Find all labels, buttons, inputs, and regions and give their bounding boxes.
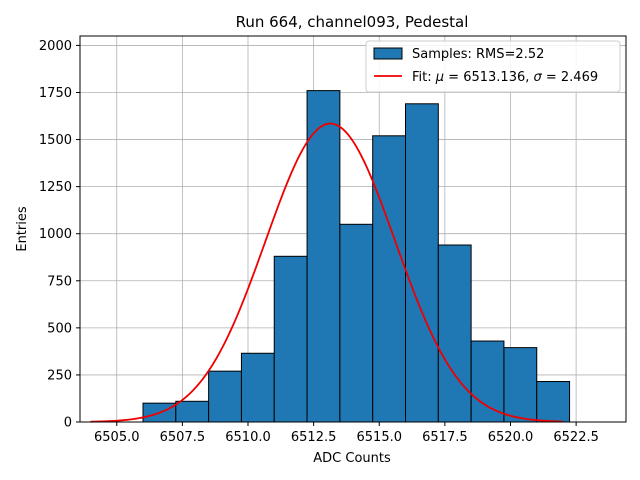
- x-axis-title: ADC Counts: [313, 451, 391, 466]
- histogram-bar-9: [437, 244, 472, 423]
- histogram-bar-1: [175, 400, 210, 423]
- plot-frame: [79, 35, 627, 423]
- fit-curve-group: [90, 122, 564, 423]
- histogram-bar-6: [339, 223, 374, 423]
- y-tick-label-7: 1750: [39, 86, 72, 101]
- legend-fit-prefix: Fit:: [412, 70, 436, 85]
- x-tick-label-4: 6515.0: [357, 430, 403, 445]
- chart-title: Run 664, channel093, Pedestal: [236, 13, 469, 31]
- legend: Samples: RMS=2.52 Fit: μ = 6513.136, σ =…: [365, 40, 621, 93]
- x-tick-label-1: 6507.5: [160, 430, 206, 445]
- histogram-bar-10: [470, 340, 505, 423]
- x-tick-label-0: 6505.0: [94, 430, 140, 445]
- histogram-bar-12: [536, 381, 571, 423]
- histogram-bar-2: [208, 370, 242, 423]
- y-axis: 0 250 500 750 1000 1250 1500 1750 2000: [39, 39, 80, 431]
- x-tick-label-3: 6512.5: [291, 430, 337, 445]
- x-tick-label-6: 6520.0: [488, 430, 534, 445]
- y-tick-label-1: 250: [47, 368, 72, 383]
- y-tick-label-4: 1000: [39, 227, 72, 242]
- legend-fit-mu-symbol: μ: [435, 70, 444, 85]
- histogram-bar-8: [405, 103, 439, 423]
- x-tick-label-5: 6517.5: [422, 430, 468, 445]
- legend-fit-sigma-value: = 2.469: [542, 70, 598, 85]
- histogram-bar-4: [273, 255, 308, 423]
- legend-fit-mu-value: = 6513.136,: [444, 70, 533, 85]
- histogram-bar-5: [306, 90, 341, 423]
- y-tick-label-3: 750: [47, 274, 72, 289]
- histogram-bar-11: [503, 347, 538, 423]
- x-axis: 6505.0 6507.5 6510.0 6512.5 6515.0 6517.5 6520…: [94, 422, 599, 445]
- legend-label-fit: Fit: μ = 6513.136, σ = 2.469: [412, 70, 598, 85]
- legend-swatch-samples: [373, 47, 403, 60]
- y-tick-label-2: 500: [47, 321, 72, 336]
- y-axis-title: Entries: [15, 206, 30, 252]
- x-tick-label-7: 6522.5: [553, 430, 599, 445]
- fit-curve: [90, 122, 564, 423]
- legend-box: [365, 40, 621, 93]
- histogram-bar-7: [372, 135, 406, 423]
- legend-label-samples: Samples: RMS=2.52: [412, 47, 544, 62]
- y-tick-label-0: 0: [64, 416, 72, 431]
- legend-fit-sigma-symbol: σ: [534, 70, 543, 85]
- y-tick-label-8: 2000: [39, 39, 72, 54]
- y-tick-label-5: 1250: [39, 180, 72, 195]
- y-tick-label-6: 1500: [39, 133, 72, 148]
- x-tick-label-2: 6510.0: [225, 430, 271, 445]
- histogram-bar-3: [240, 352, 275, 423]
